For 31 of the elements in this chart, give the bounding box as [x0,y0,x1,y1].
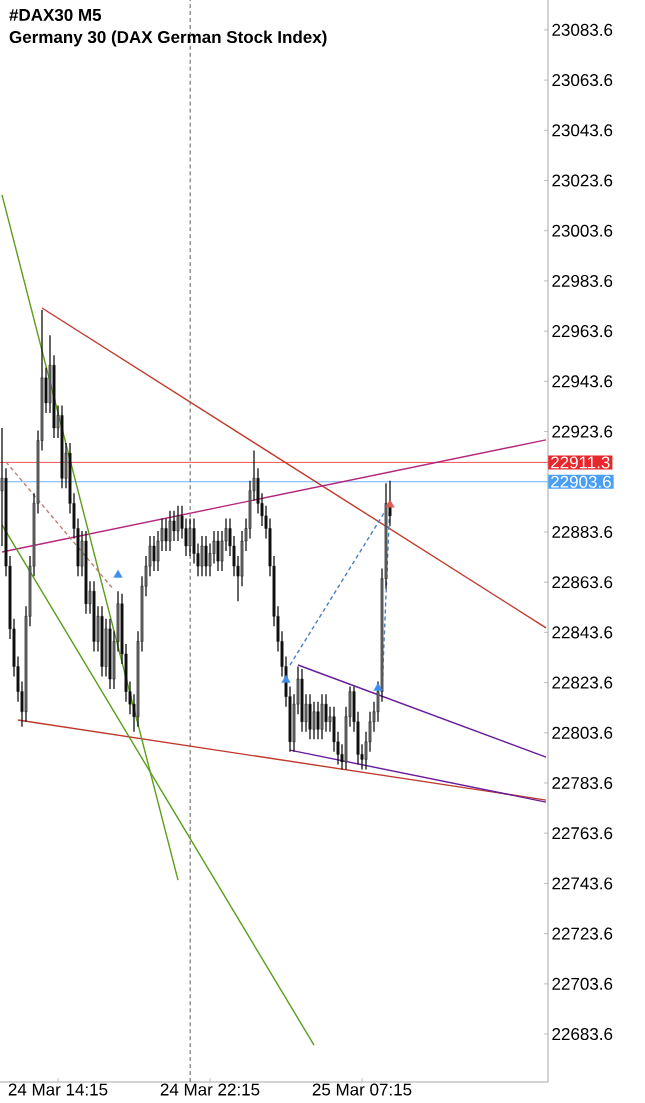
ref-line-label: 22903.6 [551,475,611,488]
y-tick-label: 22683.6 [552,1028,613,1041]
y-tick-label: 23023.6 [552,174,613,187]
y-tick-label: 22823.6 [552,676,613,689]
y-tick-label: 22923.6 [552,425,613,438]
y-tick-label: 22723.6 [552,927,613,940]
y-tick-label: 22703.6 [552,977,613,990]
y-tick-label: 22743.6 [552,877,613,890]
x-tick-label: 24 Mar 22:15 [160,1083,260,1096]
x-tick-label: 24 Mar 14:15 [8,1083,108,1096]
point [113,569,123,578]
y-tick-label: 22763.6 [552,827,613,840]
y-tick-label: 22943.6 [552,375,613,388]
y-tick-label: 23003.6 [552,224,613,237]
point [373,682,383,691]
y-tick-label: 22963.6 [552,325,613,338]
y-tick-label: 23063.6 [552,74,613,87]
y-tick-label: 23083.6 [552,23,613,36]
y-tick-label: 23043.6 [552,124,613,137]
point [281,674,291,683]
x-tick-label: 25 Mar 07:15 [312,1083,412,1096]
y-tick-label: 22863.6 [552,576,613,589]
ref-line-label: 22911.3 [551,456,610,469]
y-tick-label: 22983.6 [552,274,613,287]
y-tick-label: 22783.6 [552,776,613,790]
y-tick-label: 22843.6 [552,626,613,639]
y-tick-label: 22883.6 [552,525,613,538]
point [385,499,395,508]
text: Germany 30 (DAX German Stock Index) [9,30,327,47]
chart-title: #DAX30 M5 [9,8,102,21]
y-tick-label: 22803.6 [552,726,613,739]
